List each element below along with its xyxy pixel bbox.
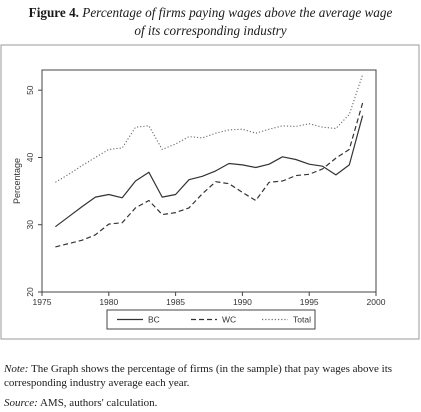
series-layer (55, 74, 364, 248)
x-tick-label: 2000 (367, 297, 386, 307)
note-prefix: Note: (4, 363, 29, 375)
x-tick-label: 1990 (233, 297, 252, 307)
plot-area (41, 69, 377, 293)
legend-label-wc: WC (222, 315, 236, 325)
figure-source: Source: AMS, authors' calculation. (4, 396, 418, 410)
legend-label-bc: BC (148, 315, 160, 325)
y-tick-label: 40 (25, 152, 35, 162)
y-tick-label: 30 (25, 220, 35, 230)
y-tick-label: 20 (25, 287, 35, 297)
x-tick-label: 1995 (300, 297, 319, 307)
figure-note: Note: The Graph shows the percentage of … (4, 362, 418, 390)
series-line-bc (55, 115, 364, 228)
figure-title-line1: Figure 4. Percentage of firms paying wag… (0, 4, 421, 22)
y-tick-label: 50 (25, 85, 35, 95)
x-axis: 1975 1980 1985 1990 1995 2000 (33, 292, 386, 307)
source-text: AMS, authors' calculation. (39, 397, 158, 409)
figure-title: Figure 4. Percentage of firms paying wag… (0, 4, 421, 40)
x-tick-label: 1980 (99, 297, 118, 307)
y-axis: 20 30 40 50 (25, 85, 42, 297)
legend-label-total: Total (293, 315, 311, 325)
figure-label: Figure 4. (28, 5, 79, 20)
y-axis-label: Percentage (12, 158, 22, 204)
series-line-wc (55, 102, 364, 248)
figure-title-text1: Percentage of firms paying wages above t… (82, 5, 393, 20)
x-tick-label: 1985 (166, 297, 185, 307)
source-prefix: Source: (4, 397, 38, 409)
figure-title-line2: of its corresponding industry (134, 23, 287, 38)
line-chart: 20 30 40 50 1975 1980 1985 1990 1995 2000 Percen… (0, 44, 420, 340)
legend: BC WC Total (117, 315, 311, 325)
note-text: The Graph shows the percentage of firms … (4, 363, 393, 389)
x-tick-label: 1975 (33, 297, 52, 307)
